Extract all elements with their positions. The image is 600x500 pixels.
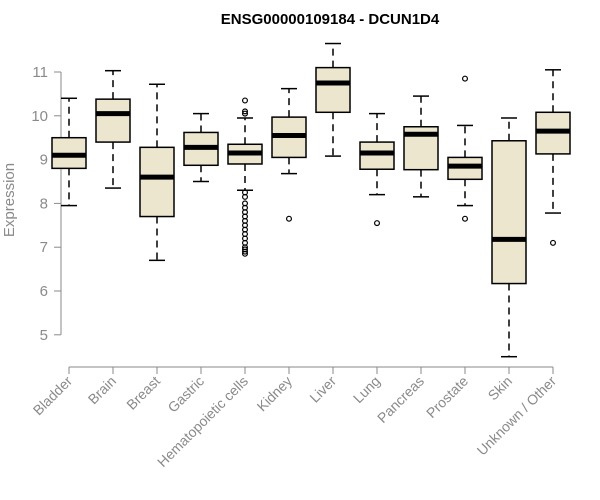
box-lung [359,112,395,227]
x-tick-label: Bladder [30,373,76,419]
box-prostate [447,75,483,222]
outlier-point [242,97,249,104]
box-brain [95,69,131,189]
y-tick-label: 5 [40,327,48,344]
chart-title: ENSG00000109184 - DCUN1D4 [221,11,440,28]
outlier-point [549,239,556,246]
outlier-point [286,215,293,222]
y-tick-label: 8 [40,195,48,212]
box-iqr [139,146,175,218]
y-tick-label: 10 [31,108,48,125]
x-tick-label: Kidney [254,373,296,415]
outlier-point [242,108,249,115]
box-series [51,42,571,358]
box-bladder [51,97,87,207]
box-skin [491,117,527,358]
outlier-point [462,215,469,222]
box-hematopoietic-cells [227,97,263,257]
outlier-point [374,220,381,227]
outlier-point [242,248,249,255]
y-tick-label: 6 [40,283,48,300]
box-breast [139,83,175,262]
x-tick-label: Unknown / Other [474,373,560,459]
box-liver [315,42,351,157]
x-tick-label: Liver [306,373,339,406]
box-pancreas [403,95,439,198]
x-tick-label: Pancreas [374,373,427,426]
y-axis-label: Expression [1,163,18,237]
y-axis: 5 6 7 8 9 10 11 [31,64,62,344]
x-tick-label: Skin [485,373,516,404]
y-tick-label: 9 [40,152,48,169]
y-tick-label: 11 [32,64,48,81]
box-iqr [95,98,131,143]
x-tick-label: Lung [350,373,383,406]
x-tick-label: Gastric [164,373,207,416]
outlier-point [242,110,249,117]
outlier-point [242,250,249,257]
outlier-point [242,193,249,200]
x-tick-label: Brain [85,373,119,407]
box-kidney [271,87,307,222]
x-tick-label: Breast [123,373,163,413]
box-iqr [359,141,395,170]
box-gastric [183,112,219,183]
box-iqr [315,66,351,114]
box-unknown-other [535,69,571,246]
x-tick-label: Prostate [423,373,471,421]
outlier-point [462,75,469,82]
y-tick-label: 7 [40,239,48,256]
box-iqr [491,140,527,285]
